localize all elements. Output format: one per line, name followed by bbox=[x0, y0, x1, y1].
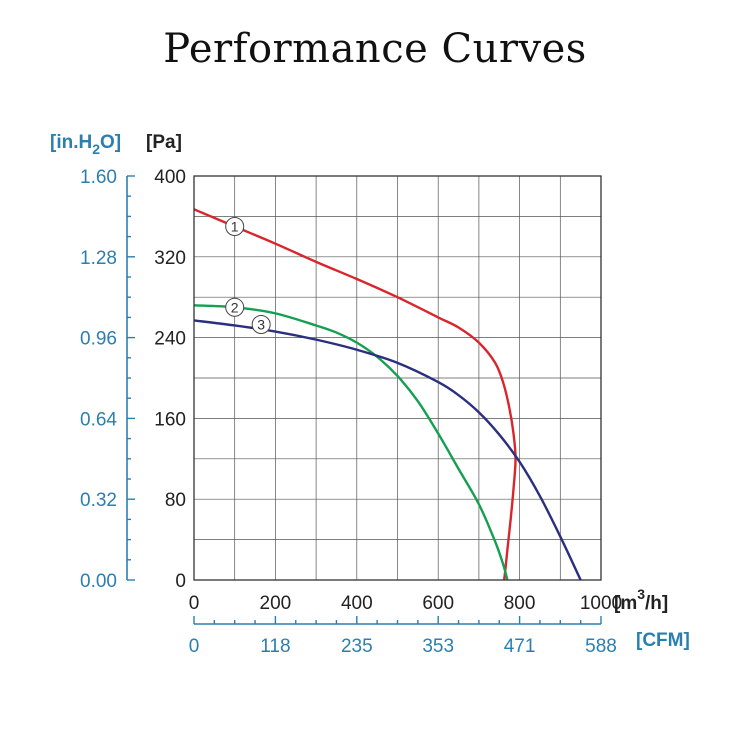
x2-tick-label: 588 bbox=[585, 636, 617, 657]
series-label-1: 1 bbox=[231, 219, 239, 235]
y2-tick-label: 1.28 bbox=[80, 248, 117, 269]
y2-tick-label: 1.60 bbox=[80, 167, 117, 188]
plot-frame bbox=[193, 175, 602, 581]
series-marker-1 bbox=[225, 217, 245, 236]
y-tick-label: 80 bbox=[165, 490, 186, 511]
x-tick-label: 200 bbox=[260, 593, 292, 614]
x-tick-label: 0 bbox=[189, 593, 200, 614]
series-marker-2 bbox=[225, 297, 245, 317]
x2-tick-label: 0 bbox=[189, 636, 200, 657]
series-line-2 bbox=[193, 304, 509, 581]
series-label-2: 2 bbox=[231, 299, 239, 315]
y-tick-label: 240 bbox=[154, 329, 186, 350]
x-tick-label: 800 bbox=[504, 593, 536, 614]
y2-tick-label: 0.32 bbox=[80, 490, 117, 511]
y-tick-label: 320 bbox=[154, 248, 186, 269]
series-line-3 bbox=[193, 319, 582, 581]
x-tick-label: 1000 bbox=[580, 593, 622, 614]
series-marker-3 bbox=[251, 314, 271, 334]
x2-tick-label: 471 bbox=[504, 636, 536, 657]
x2-tick-label: 118 bbox=[260, 636, 290, 657]
chart-title: Performance Curves bbox=[163, 26, 587, 72]
y2-tick-label: 0.00 bbox=[80, 571, 117, 592]
x-tick-label: 400 bbox=[341, 593, 373, 614]
series-line-1 bbox=[193, 208, 517, 581]
y-tick-label: 0 bbox=[175, 571, 186, 592]
y2-tick-label: 0.64 bbox=[80, 409, 117, 430]
grid bbox=[194, 176, 601, 580]
y2-unit-label: [in.H2O] bbox=[50, 132, 121, 157]
y2-tick-label: 0.96 bbox=[80, 329, 117, 350]
y-unit-label: [Pa] bbox=[146, 132, 182, 153]
y-tick-label: 160 bbox=[154, 409, 186, 430]
x-unit-label: [m3/h] bbox=[614, 586, 668, 614]
x2-tick-label: 235 bbox=[341, 636, 373, 657]
x-tick-label: 600 bbox=[422, 593, 454, 614]
y-tick-label: 400 bbox=[154, 167, 186, 188]
x2-tick-label: 353 bbox=[422, 636, 454, 657]
series-label-3: 3 bbox=[257, 316, 265, 332]
x2-unit-label: [CFM] bbox=[636, 630, 690, 651]
curves: 1 2 3 bbox=[193, 208, 582, 581]
